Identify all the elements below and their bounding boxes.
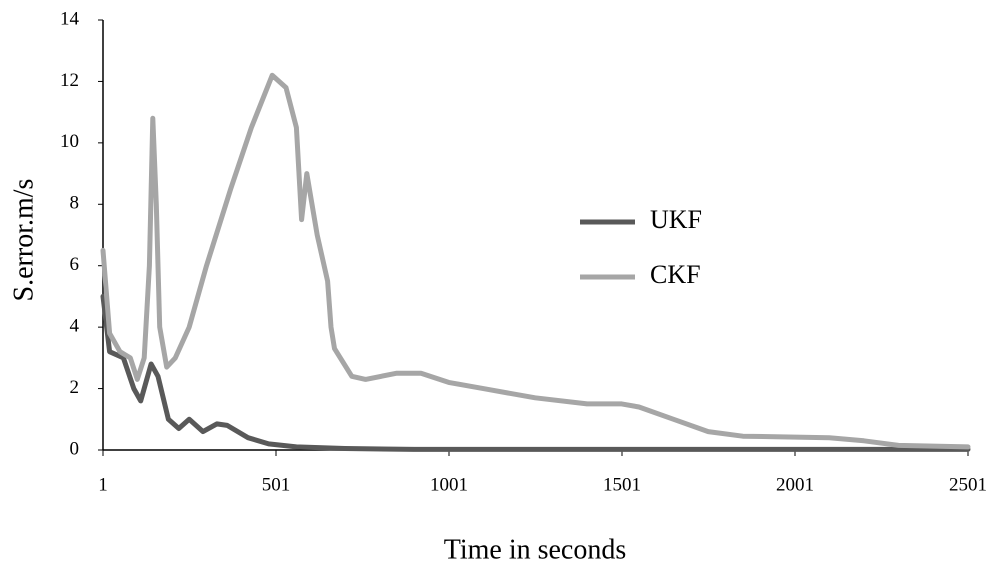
x-tick-label: 2501 xyxy=(949,474,987,495)
y-tick-label: 0 xyxy=(70,438,80,459)
y-axis-title: S.error.m/s xyxy=(8,179,39,302)
x-tick-label: 501 xyxy=(262,474,291,495)
x-axis-title: Time in seconds xyxy=(444,534,627,565)
y-tick-label: 4 xyxy=(70,316,80,337)
x-tick-label: 1501 xyxy=(603,474,641,495)
y-tick-label: 8 xyxy=(70,193,80,214)
y-tick-label: 10 xyxy=(60,131,79,152)
legend-label: UKF xyxy=(650,205,702,234)
x-tick-label: 2001 xyxy=(776,474,814,495)
line-series xyxy=(100,293,971,452)
legend-label: CKF xyxy=(650,260,701,289)
y-tick-label: 14 xyxy=(60,8,80,29)
y-tick-label: 12 xyxy=(60,70,79,91)
x-tick-label: 1001 xyxy=(430,474,468,495)
x-tick-label: 1 xyxy=(98,474,108,495)
y-tick-label: 2 xyxy=(70,377,80,398)
y-tick-label: 6 xyxy=(70,254,80,275)
line-series xyxy=(100,72,971,450)
